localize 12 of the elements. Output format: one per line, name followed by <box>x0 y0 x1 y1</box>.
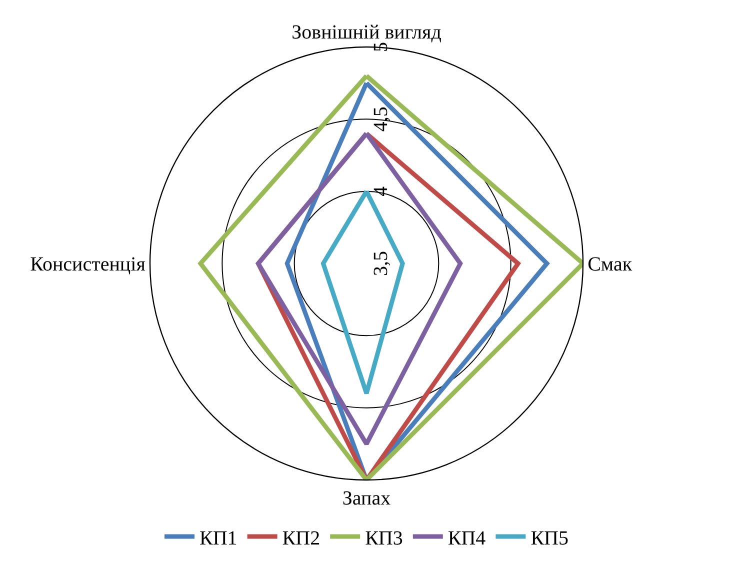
spoke-label: Смак <box>588 254 632 276</box>
spoke-label: Консистенція <box>30 254 146 276</box>
legend-label: КП1 <box>200 527 238 550</box>
spoke-label: Зовнішній вигляд <box>292 21 442 44</box>
y-tick-label: 3,5 <box>370 251 392 276</box>
y-tick-label: 4,5 <box>370 106 392 132</box>
y-tick-label: 4 <box>370 186 392 196</box>
legend-label: КП4 <box>448 527 486 550</box>
legend-label: КП3 <box>365 527 403 550</box>
spoke-label: Запах <box>342 488 391 510</box>
legend-label: КП2 <box>282 527 320 550</box>
legend-label: КП5 <box>530 527 568 550</box>
